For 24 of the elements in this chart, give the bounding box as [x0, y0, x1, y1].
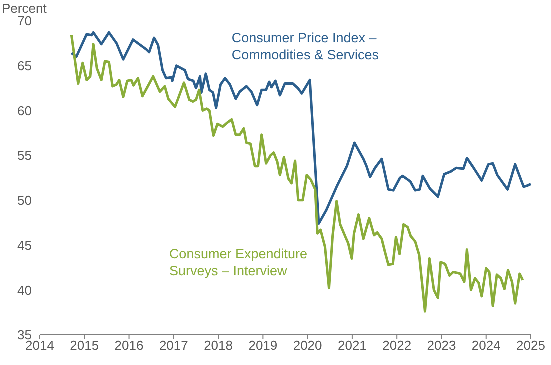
line-series: [70, 31, 531, 226]
line-series: [70, 34, 524, 313]
x-tick-label: 2025: [516, 338, 546, 354]
x-tick-label: 2021: [338, 338, 367, 354]
y-axis-title: Percent: [2, 1, 48, 16]
series-label: Consumer Expenditure Surveys – Interview: [169, 246, 308, 279]
y-tick-label: 55: [18, 148, 32, 164]
y-tick-label: 60: [18, 103, 32, 118]
x-tick-label: 2023: [427, 338, 456, 354]
y-tick-label: 70: [18, 14, 32, 29]
x-tick-label: 2016: [114, 338, 144, 354]
x-tick-label: 2014: [26, 338, 54, 354]
y-tick-label: 50: [18, 193, 32, 208]
y-tick-label: 65: [18, 58, 32, 74]
x-tick-label: 2015: [70, 338, 100, 354]
x-tick-label: 2022: [382, 338, 412, 354]
y-tick-label: 45: [18, 238, 32, 253]
x-tick-label: 2018: [204, 338, 234, 354]
x-tick-label: 2019: [248, 338, 278, 354]
series-label: Consumer Price Index – Commodities & Services: [232, 30, 380, 63]
x-tick-label: 2017: [159, 338, 188, 354]
y-tick-label: 40: [18, 282, 32, 298]
x-tick-label: 2020: [293, 338, 322, 354]
x-tick-label: 2024: [472, 338, 501, 354]
